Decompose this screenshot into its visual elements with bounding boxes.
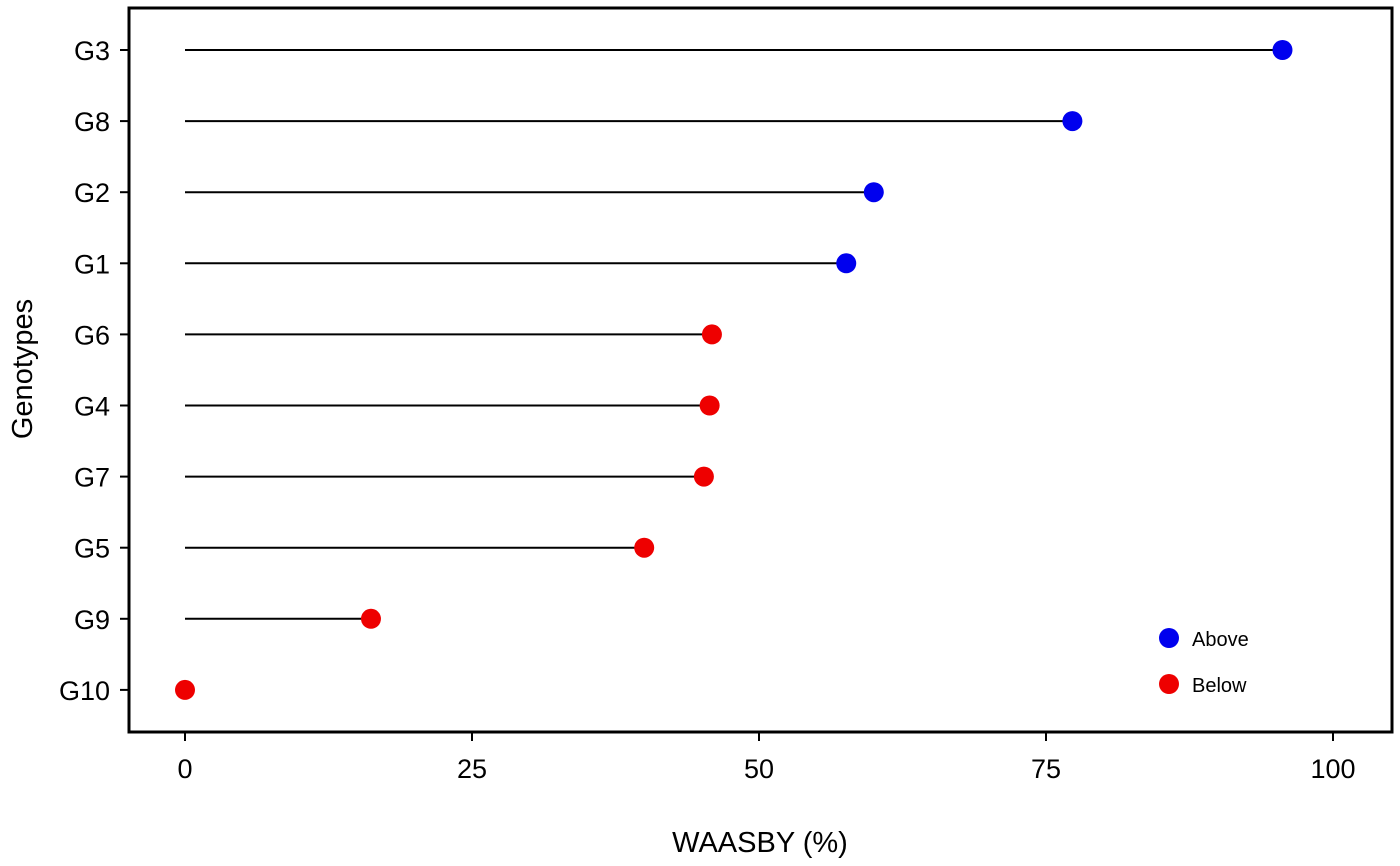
- point-g5: [634, 537, 655, 558]
- point-g9: [360, 608, 381, 629]
- y-tick-label-g2: G2: [74, 178, 110, 208]
- y-tick-label-g6: G6: [74, 320, 110, 350]
- point-g6: [701, 324, 722, 345]
- legend: Above Below: [1159, 628, 1249, 697]
- point-g8: [1062, 111, 1083, 132]
- x-tick-label-50: 50: [744, 754, 774, 784]
- y-tick-label-g10: G10: [59, 676, 110, 706]
- x-axis-title: WAASBY (%): [672, 827, 848, 859]
- x-tick-label-100: 100: [1310, 754, 1355, 784]
- point-g1: [836, 253, 857, 274]
- x-tick-label-75: 75: [1031, 754, 1061, 784]
- point-g10: [175, 679, 195, 700]
- y-tick-label-g4: G4: [74, 392, 110, 422]
- y-axis: G10 G9 G5 G7 G4 G6 G1 G2 G8 G3: [59, 36, 129, 706]
- y-tick-label-g8: G8: [74, 107, 110, 137]
- y-tick-label-g7: G7: [74, 463, 110, 493]
- x-tick-label-25: 25: [457, 754, 487, 784]
- legend-label-below: Below: [1192, 675, 1247, 697]
- point-g4: [699, 395, 720, 416]
- x-tick-label-0: 0: [177, 754, 192, 784]
- x-axis: 0 25 50 75 100: [177, 732, 1356, 784]
- y-tick-label-g3: G3: [74, 36, 110, 66]
- legend-marker-above: [1159, 628, 1179, 648]
- point-g7: [693, 466, 714, 487]
- y-tick-label-g9: G9: [74, 605, 110, 635]
- legend-marker-below: [1159, 674, 1179, 694]
- stems-group: [185, 49, 1283, 620]
- legend-label-above: Above: [1192, 629, 1249, 651]
- plot-frame: [127, 6, 1394, 734]
- point-g3: [1272, 40, 1293, 60]
- y-tick-label-g1: G1: [74, 249, 110, 279]
- y-tick-label-g5: G5: [74, 534, 110, 564]
- points-group: [175, 40, 1293, 700]
- y-axis-title: Genotypes: [7, 299, 39, 439]
- point-g2: [863, 182, 884, 203]
